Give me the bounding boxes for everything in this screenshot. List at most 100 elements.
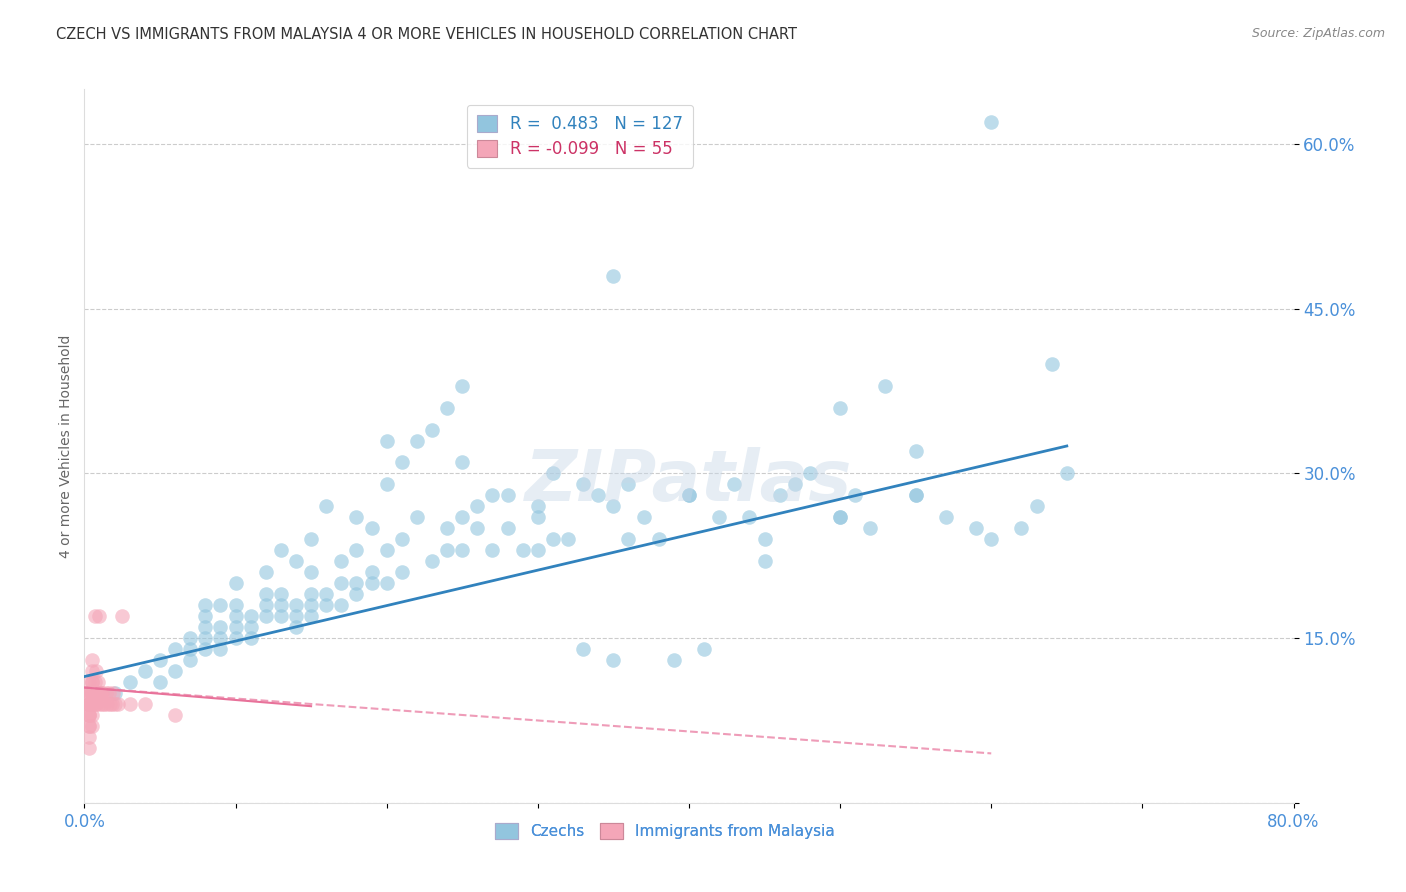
- Point: [299, 609, 322, 624]
- Point: [451, 455, 474, 469]
- Point: [209, 620, 232, 634]
- Point: [84, 686, 107, 700]
- Point: [1025, 500, 1047, 514]
- Point: [709, 510, 731, 524]
- Point: [360, 566, 382, 580]
- Point: [875, 378, 897, 392]
- Point: [285, 598, 308, 612]
- Point: [86, 664, 108, 678]
- Point: [965, 521, 987, 535]
- Point: [270, 609, 292, 624]
- Point: [330, 576, 353, 591]
- Point: [980, 115, 1002, 129]
- Point: [391, 566, 413, 580]
- Point: [270, 543, 292, 558]
- Point: [80, 686, 103, 700]
- Point: [859, 521, 882, 535]
- Point: [723, 477, 745, 491]
- Point: [118, 697, 141, 711]
- Point: [97, 686, 120, 700]
- Point: [225, 631, 247, 645]
- Point: [299, 587, 322, 601]
- Point: [678, 488, 700, 502]
- Point: [436, 543, 458, 558]
- Point: [285, 554, 308, 568]
- Point: [830, 510, 852, 524]
- Point: [451, 378, 474, 392]
- Point: [77, 730, 100, 744]
- Point: [346, 576, 368, 591]
- Point: [330, 554, 353, 568]
- Point: [406, 510, 429, 524]
- Point: [420, 423, 443, 437]
- Point: [904, 488, 927, 502]
- Point: [693, 642, 716, 657]
- Point: [315, 587, 337, 601]
- Point: [330, 598, 353, 612]
- Point: [844, 488, 866, 502]
- Point: [830, 401, 852, 415]
- Point: [254, 598, 277, 612]
- Point: [77, 708, 100, 723]
- Point: [179, 642, 201, 657]
- Point: [572, 477, 595, 491]
- Point: [209, 631, 232, 645]
- Point: [375, 434, 398, 448]
- Point: [107, 697, 129, 711]
- Point: [239, 620, 262, 634]
- Point: [77, 708, 100, 723]
- Point: [194, 609, 217, 624]
- Point: [980, 533, 1002, 547]
- Point: [406, 434, 429, 448]
- Point: [77, 719, 100, 733]
- Point: [360, 521, 382, 535]
- Point: [77, 686, 100, 700]
- Point: [165, 664, 187, 678]
- Point: [346, 543, 368, 558]
- Point: [134, 697, 156, 711]
- Point: [254, 609, 277, 624]
- Point: [541, 467, 564, 481]
- Point: [830, 510, 852, 524]
- Point: [633, 510, 655, 524]
- Point: [86, 686, 108, 700]
- Point: [80, 675, 103, 690]
- Point: [77, 686, 100, 700]
- Point: [94, 686, 117, 700]
- Point: [239, 631, 262, 645]
- Point: [194, 598, 217, 612]
- Point: [84, 686, 107, 700]
- Point: [86, 697, 108, 711]
- Point: [299, 566, 322, 580]
- Y-axis label: 4 or more Vehicles in Household: 4 or more Vehicles in Household: [59, 334, 73, 558]
- Point: [588, 488, 610, 502]
- Point: [104, 686, 127, 700]
- Point: [118, 675, 141, 690]
- Legend: Czechs, Immigrants from Malaysia: Czechs, Immigrants from Malaysia: [489, 817, 841, 845]
- Point: [436, 521, 458, 535]
- Point: [84, 609, 107, 624]
- Point: [101, 686, 124, 700]
- Point: [80, 664, 103, 678]
- Text: CZECH VS IMMIGRANTS FROM MALAYSIA 4 OR MORE VEHICLES IN HOUSEHOLD CORRELATION CH: CZECH VS IMMIGRANTS FROM MALAYSIA 4 OR M…: [56, 27, 797, 42]
- Point: [420, 554, 443, 568]
- Point: [100, 697, 122, 711]
- Point: [602, 653, 624, 667]
- Point: [225, 609, 247, 624]
- Point: [467, 500, 489, 514]
- Point: [602, 268, 624, 283]
- Point: [572, 642, 595, 657]
- Point: [89, 609, 111, 624]
- Point: [557, 533, 579, 547]
- Point: [754, 554, 776, 568]
- Point: [527, 543, 550, 558]
- Point: [149, 653, 172, 667]
- Point: [77, 740, 100, 755]
- Point: [80, 686, 103, 700]
- Point: [617, 533, 640, 547]
- Point: [375, 477, 398, 491]
- Point: [1040, 357, 1063, 371]
- Point: [467, 521, 489, 535]
- Point: [80, 686, 103, 700]
- Point: [77, 675, 100, 690]
